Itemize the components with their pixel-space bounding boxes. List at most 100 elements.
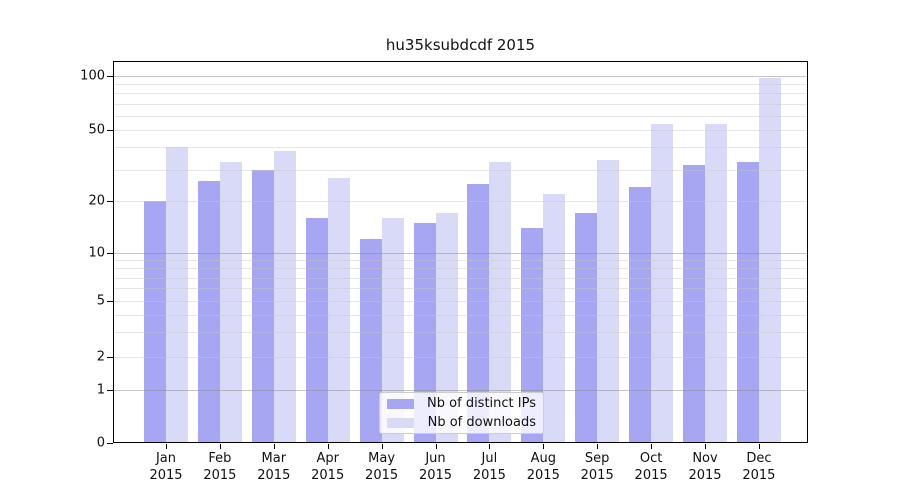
bar-distinct-ips-jul [467,183,490,443]
y-tick-label-20: 20 [88,193,105,209]
bar-downloads-jan [166,147,188,443]
gridline-y-4 [113,314,808,316]
x-tick-year-may: 2015 [365,468,399,483]
gridline-y-20 [113,201,808,202]
gridline-y-60 [113,115,808,117]
x-tick-mark-nov [705,444,706,449]
x-tick-year-nov: 2015 [688,468,722,483]
bar-downloads-aug [543,193,566,443]
y-tick-mark-0 [107,443,113,444]
plot-area [113,61,808,443]
bar-distinct-ips-jun [413,222,436,443]
x-tick-mark-dec [758,444,760,449]
gridline-y-90 [113,84,808,86]
x-tick-year-sep: 2015 [580,468,614,483]
y-tick-label-1: 1 [96,382,105,398]
gridline-y-80 [113,93,808,95]
gridline-y-40 [113,147,808,149]
bar-downloads-jun [435,213,458,443]
gridline-y-50 [113,130,808,131]
x-tick-year-feb: 2015 [203,468,237,483]
x-tick-label-aug: Aug 2015 [513,450,573,484]
legend-entry-downloads: Nb of downloads [387,415,536,430]
gridlines-layer [113,61,808,443]
x-tick-year-jan: 2015 [149,468,183,483]
x-tick-label-dec: Dec 2015 [729,450,789,484]
bar-downloads-jul [489,162,512,443]
y-tick-mark-20 [107,201,113,202]
bar-distinct-ips-mar [251,169,274,443]
legend-swatch-downloads-icon [387,417,414,428]
gridline-y-3 [113,332,808,334]
x-tick-mark-feb [219,444,221,449]
gridline-y-100 [113,76,808,77]
x-tick-mark-may [381,444,383,449]
bar-distinct-ips-sep [575,213,598,443]
x-tick-label-jul: Jul 2015 [459,450,519,484]
y-tick-label-5: 5 [96,293,105,309]
x-tick-year-apr: 2015 [311,468,345,483]
x-tick-label-nov: Nov 2015 [675,450,735,484]
legend-label-downloads: Nb of downloads [427,415,536,430]
x-tick-year-mar: 2015 [257,468,291,483]
bar-downloads-mar [273,151,296,443]
y-tick-mark-2 [107,357,113,358]
bar-distinct-ips-may [359,239,382,443]
bar-distinct-ips-nov [683,164,705,443]
gridline-y-30 [113,169,808,171]
y-tick-mark-50 [107,130,113,131]
x-tick-label-may: May 2015 [352,450,412,484]
x-tick-mark-sep [597,444,599,449]
y-tick-label-0: 0 [96,435,105,451]
legend-label-distinct-ips: Nb of distinct IPs [427,396,536,411]
x-tick-label-feb: Feb 2015 [190,450,250,484]
x-tick-label-mar: Mar 2015 [244,450,304,484]
bar-distinct-ips-jan [144,201,166,443]
gridline-y-1 [113,390,808,391]
y-tick-label-50: 50 [88,122,105,138]
gridline-y-9 [113,260,808,262]
x-tick-year-aug: 2015 [526,468,560,483]
x-tick-mark-jul [489,444,491,449]
x-tick-mark-mar [273,444,275,449]
x-tick-year-jun: 2015 [418,468,453,483]
x-tick-year-dec: 2015 [742,468,776,483]
bar-downloads-dec [758,78,781,443]
gridline-y-6 [113,288,808,290]
bar-distinct-ips-apr [305,217,328,443]
x-tick-year-jul: 2015 [472,468,506,483]
bars-layer [113,61,808,443]
bar-distinct-ips-aug [521,227,544,443]
legend-swatch-distinct-ips-icon [387,398,414,409]
bar-downloads-may [381,217,404,443]
gridline-y-2 [113,357,808,358]
bar-distinct-ips-dec [736,162,759,443]
bar-downloads-oct [651,124,674,443]
bar-downloads-apr [327,177,350,443]
x-tick-year-oct: 2015 [634,468,668,483]
bar-downloads-sep [597,159,620,443]
legend-entry-distinct-ips: Nb of distinct IPs [387,396,536,411]
x-tick-label-apr: Apr 2015 [298,450,358,484]
gridline-y-7 [113,277,808,279]
x-tick-label-oct: Oct 2015 [621,450,681,484]
bar-downloads-feb [219,162,242,443]
y-tick-mark-10 [107,253,113,254]
x-tick-label-jun: Jun 2015 [406,450,466,484]
x-tick-mark-apr [327,444,329,449]
legend: Nb of distinct IPs Nb of downloads [379,392,544,434]
y-tick-mark-1 [107,390,113,391]
y-tick-mark-100 [107,76,113,77]
chart-title: hu35ksubdcdf 2015 [385,36,536,54]
gridline-y-8 [113,268,808,270]
bar-distinct-ips-oct [629,186,652,443]
x-tick-mark-oct [651,444,653,449]
y-tick-label-10: 10 [88,245,105,261]
gridline-y-5 [113,301,808,302]
gridline-y-10 [113,253,808,254]
bar-distinct-ips-feb [197,180,220,443]
y-tick-label-100: 100 [80,68,105,84]
x-tick-label-jan: Jan 2015 [136,450,196,484]
y-tick-mark-5 [107,301,113,302]
